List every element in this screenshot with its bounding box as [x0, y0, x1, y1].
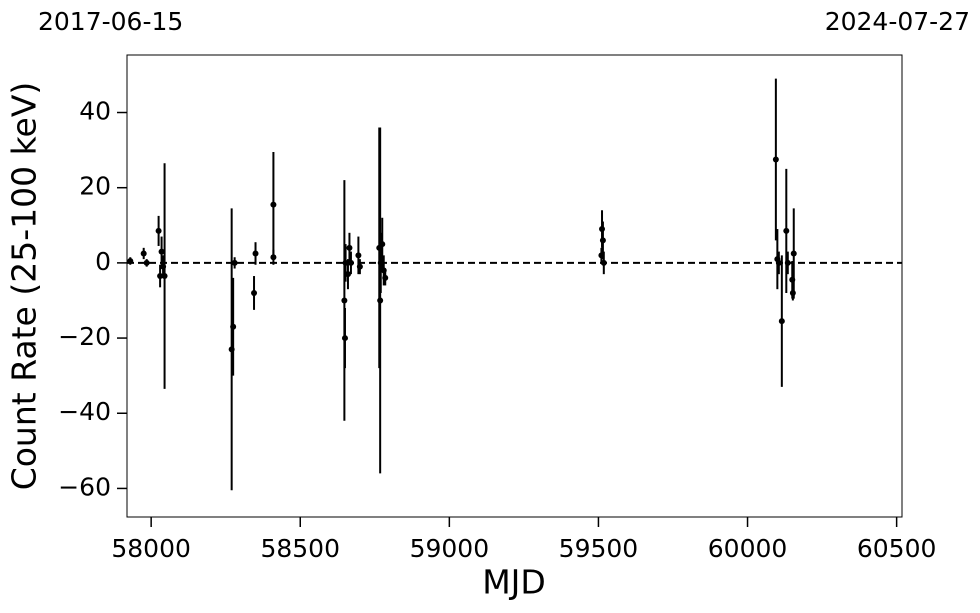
x-tick-label: 58000: [111, 534, 191, 563]
data-point: [379, 241, 386, 248]
y-tick-label: −20: [58, 322, 111, 351]
data-point: [270, 254, 277, 261]
data-point: [157, 273, 164, 280]
y-tick-label: −40: [58, 397, 111, 426]
data-point: [778, 318, 785, 325]
data-point: [252, 250, 259, 257]
data-point: [155, 227, 162, 234]
data-point: [775, 259, 782, 266]
x-axis-label: MJD: [482, 563, 546, 602]
data-point: [127, 258, 134, 265]
data-point: [251, 289, 258, 296]
x-tick-label: 59000: [410, 534, 490, 563]
data-point: [158, 248, 165, 255]
data-point: [600, 259, 607, 266]
start-date: 2017-06-15: [38, 7, 183, 36]
data-point: [790, 250, 797, 257]
data-point: [377, 297, 384, 304]
data-point: [356, 263, 363, 270]
data-point: [382, 274, 389, 281]
data-point: [783, 227, 790, 234]
data-point: [341, 335, 348, 342]
data-point: [341, 297, 348, 304]
y-tick-label: −60: [58, 472, 111, 501]
data-point: [772, 156, 779, 163]
data-point: [347, 259, 354, 266]
y-tick-label: 20: [79, 172, 111, 201]
data-point: [784, 259, 791, 266]
x-tick-label: 59500: [559, 534, 639, 563]
end-date: 2024-07-27: [825, 7, 970, 36]
x-tick-label: 60500: [857, 534, 937, 563]
y-tick-label: 40: [79, 97, 111, 126]
data-point: [270, 201, 277, 208]
x-tick-label: 60000: [708, 534, 788, 563]
plot-frame: [126, 54, 903, 518]
data-point: [599, 237, 606, 244]
data-point: [346, 244, 353, 251]
y-tick-label: 0: [95, 247, 111, 276]
x-tick-label: 58500: [260, 534, 340, 563]
data-point: [355, 252, 362, 259]
y-axis-label: Count Rate (25-100 keV): [5, 82, 44, 491]
data-point: [140, 250, 147, 257]
data-point: [344, 271, 351, 278]
data-point: [143, 259, 150, 266]
data-point: [231, 259, 238, 266]
data-point: [230, 323, 237, 330]
data-point: [161, 273, 168, 280]
